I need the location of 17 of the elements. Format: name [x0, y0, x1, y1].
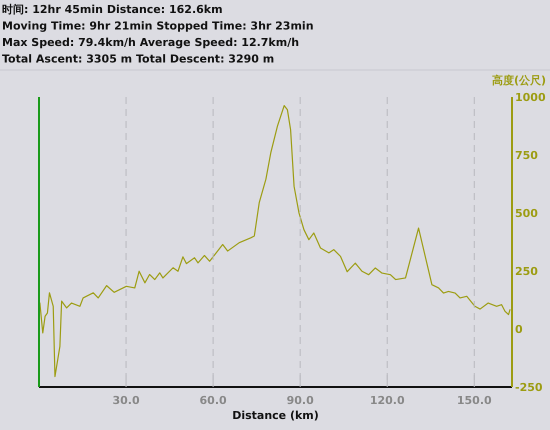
y-tick-label: -250 — [515, 381, 543, 394]
x-tick-label: 30.0 — [112, 394, 140, 407]
x-tick-label: 120.0 — [370, 394, 405, 407]
text: Moving Time: 9hr 21min Stopped Time: 3hr 23min — [2, 20, 314, 32]
text: Max Speed: 79.4km/h Average Speed: 12.7km/h — [2, 36, 300, 49]
y-axis-title: 高度(公尺) — [492, 74, 546, 87]
text: 时间: 12hr 45min Distance: 162.6km — [2, 3, 223, 16]
text: Total Ascent: 3305 m Total Descent: 3290 m — [2, 52, 274, 66]
x-tick-label: 90.0 — [286, 394, 314, 407]
y-tick-label: 1000 — [515, 91, 546, 104]
x-tick-label: 60.0 — [200, 394, 228, 407]
y-tick-label: 750 — [515, 149, 538, 162]
x-tick-label: 150.0 — [456, 394, 492, 407]
x-axis-title: Distance (km) — [232, 409, 319, 422]
y-tick-label: 250 — [515, 265, 538, 278]
y-tick-label: 500 — [515, 207, 538, 220]
y-tick-label: 0 — [515, 323, 523, 336]
